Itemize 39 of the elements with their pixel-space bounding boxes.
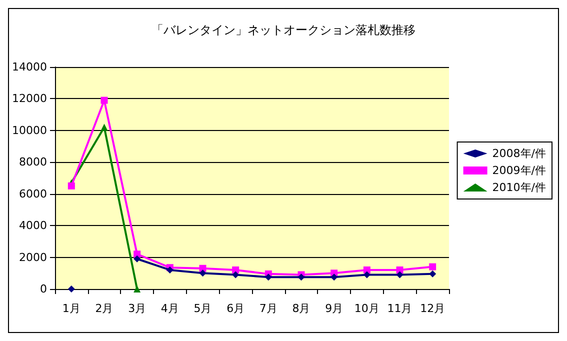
point [363,271,370,278]
point [134,286,141,292]
chart-title: 「バレンタイン」ネットオークション落札数推移 [152,23,416,37]
y-tick-label: 6000 [18,187,47,200]
y-tick-label: 0 [40,282,47,296]
y-tick-label: 8000 [18,156,47,169]
point [396,271,404,278]
legend-label: 2008年/件 [492,147,546,160]
y-tick-label: 14000 [12,60,47,74]
y-tick-label: 10000 [12,124,47,137]
point [330,274,338,281]
point [100,124,108,131]
legend-label: 2009年/件 [492,164,546,177]
x-tick-label: 4月 [160,302,179,315]
point [232,271,240,278]
x-tick-label: 3月 [128,302,146,315]
point [429,263,436,270]
x-tick-label: 2月 [95,302,114,315]
x-tick-label: 7月 [259,302,278,315]
point [429,270,436,278]
point [134,255,141,262]
legend-label: 2010年/件 [492,181,546,194]
point [68,286,75,292]
point [298,274,305,281]
x-tick-label: 10月 [354,302,380,315]
y-tick-label: 12000 [12,92,47,106]
x-tick-label: 12月 [420,302,446,315]
y-tick-label: 2000 [18,250,47,264]
x-tick-label: 11月 [387,302,412,315]
x-tick-label: 6月 [226,302,245,315]
point [100,96,108,104]
point [264,274,272,281]
point [199,270,206,277]
point [68,182,75,190]
x-tick-label: 1月 [62,302,80,315]
x-tick-label: 5月 [194,302,212,315]
x-tick-label: 8月 [292,302,310,315]
x-tick-label: 9月 [325,302,344,315]
y-tick-label: 4000 [18,219,47,232]
